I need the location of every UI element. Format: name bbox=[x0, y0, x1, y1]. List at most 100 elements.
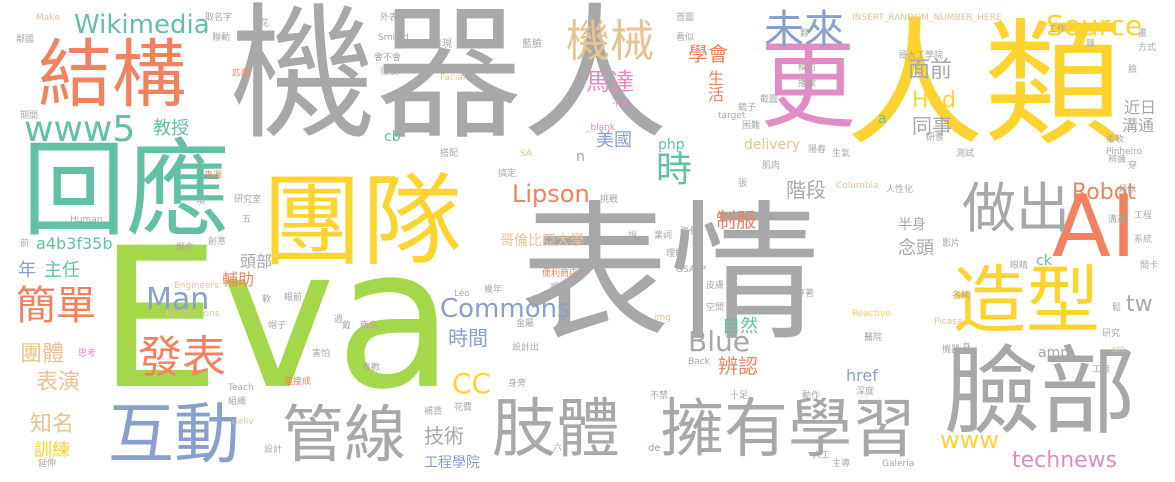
word-meiguo: 美國 bbox=[596, 130, 632, 151]
word-shijian: 時間 bbox=[448, 326, 488, 350]
word-hudong: 互動 bbox=[108, 396, 240, 473]
word-liandong: 聯動 bbox=[212, 33, 231, 43]
word-kongjian: 空間 bbox=[706, 303, 725, 313]
word-niantou: 念頭 bbox=[898, 238, 934, 259]
word-guanxian: 管線 bbox=[282, 398, 407, 471]
word-de: de bbox=[648, 443, 661, 454]
word-jingzi: 鏡子 bbox=[738, 103, 757, 113]
word-mofang: 模仿 bbox=[798, 63, 817, 73]
word-shenghuo: 生活 bbox=[705, 70, 724, 102]
word-chuangyi: 創意 bbox=[208, 237, 227, 247]
word-expressions: Expressions bbox=[166, 309, 220, 319]
word-faxian: 發現 bbox=[432, 39, 452, 50]
word-a: a bbox=[878, 111, 887, 127]
word-geng: 更 bbox=[760, 30, 856, 142]
word-xitong: 系統 bbox=[1134, 235, 1153, 245]
word-qumingzi: 取名字 bbox=[205, 13, 233, 23]
word-qian: 前 bbox=[20, 239, 30, 249]
word-kunnan: 困難 bbox=[742, 121, 761, 131]
word-href: href bbox=[846, 366, 878, 385]
word-zhuren: 主任 bbox=[44, 260, 80, 281]
word-bianshi: 辨識 bbox=[1108, 155, 1127, 165]
word-tuandui: 團隊 bbox=[262, 163, 462, 280]
word-huo: 夥 bbox=[800, 29, 810, 39]
word-maozi: 帽子 bbox=[268, 321, 287, 331]
word-linguo: 鄰國 bbox=[16, 35, 35, 45]
word-robot: Robot bbox=[1072, 180, 1136, 205]
word-yanqian: 眼前 bbox=[284, 293, 303, 303]
word-gainian: 概念 bbox=[176, 243, 195, 253]
word-fangshi: 方式 bbox=[1138, 43, 1157, 53]
word-liu: 六 bbox=[553, 443, 563, 453]
word-hua2: 畫 bbox=[1138, 29, 1148, 39]
word-weilai: 未來 bbox=[764, 7, 844, 53]
word-yongyouxuexi: 擁有學習 bbox=[660, 393, 916, 467]
word-gongcheng: 工程 bbox=[1134, 211, 1153, 221]
word-hod: Hod bbox=[912, 88, 956, 113]
word-xuehui: 學會 bbox=[688, 42, 728, 66]
word-renlei: 人類 bbox=[846, 4, 1123, 165]
word-sa: SA bbox=[520, 149, 533, 159]
word-shenpang: 身旁 bbox=[508, 379, 527, 389]
word-gaoding: 搞定 bbox=[498, 169, 517, 179]
word-facial: Facial bbox=[440, 73, 466, 83]
word-jianka: 間卡 bbox=[1140, 261, 1159, 271]
word-xunlian: 訓練 bbox=[34, 440, 70, 461]
word-www5: www5 bbox=[24, 109, 136, 150]
word-technews: technews bbox=[1012, 448, 1118, 473]
word-dongzuo: 動作 bbox=[802, 391, 821, 401]
word-goutong: 溝通 bbox=[1122, 116, 1155, 135]
word-goutong2: 溝通 bbox=[1108, 215, 1127, 225]
word-amp: amp bbox=[1038, 345, 1070, 361]
word-jiqi: 機器 bbox=[942, 345, 961, 355]
word-www: www bbox=[940, 426, 999, 454]
word-toubu: 頭部 bbox=[240, 252, 273, 271]
word-zhiming: 知名 bbox=[30, 412, 75, 437]
word-yanjing: 眼睛 bbox=[1010, 261, 1029, 271]
word-jieduan: 階段 bbox=[786, 178, 826, 202]
word-yanshen: 延伸 bbox=[38, 459, 57, 469]
word-shangdian: 商店 bbox=[360, 321, 379, 331]
word-lianbu: 臉部 bbox=[944, 336, 1136, 448]
word-yanjiushi: 研究室 bbox=[234, 195, 262, 205]
word-yanfa: 研發 bbox=[926, 133, 945, 143]
word-fabiao: 發表 bbox=[138, 332, 226, 383]
word-ziran: 自然 bbox=[722, 316, 758, 337]
word-shen: 身 bbox=[962, 343, 972, 353]
word-teach: Teach bbox=[228, 383, 254, 393]
word-jixie: 機械 bbox=[566, 16, 654, 67]
word-galeria: Galeria bbox=[882, 459, 915, 469]
word-wikimedia: Wikimedia bbox=[74, 10, 210, 40]
word-tw: tw bbox=[1126, 292, 1153, 317]
word-ck: ck bbox=[1036, 253, 1052, 269]
word-eva: Eva bbox=[98, 206, 455, 432]
word-chuanzhe: 穿著 bbox=[796, 289, 815, 299]
word-n: n bbox=[576, 149, 585, 165]
word-bianlishangdian: 便利商店 bbox=[542, 269, 579, 279]
word-qijian: 期間 bbox=[20, 111, 39, 121]
word-lu: 錄 bbox=[1086, 39, 1096, 49]
word-haipa: 害怕 bbox=[312, 349, 331, 359]
word-mingpai: 名牌 bbox=[952, 291, 971, 301]
word-gedagongxueyuan: 哥大工學院 bbox=[898, 51, 944, 61]
word-php: php bbox=[658, 137, 685, 153]
word-a4b3f35b: a4b3f35b bbox=[36, 234, 113, 253]
word-huibuhui: 會不會 bbox=[374, 53, 402, 63]
word-shizu: 十足 bbox=[730, 391, 749, 401]
word-ceshi: 測試 bbox=[956, 149, 975, 159]
word-shi: 時 bbox=[650, 150, 691, 186]
word-ai: AI bbox=[1052, 177, 1137, 277]
word-buhuo: 補貨 bbox=[424, 407, 443, 417]
word-lipson: Lipson bbox=[512, 180, 590, 208]
word-yiyuan: 醫院 bbox=[864, 333, 883, 343]
word-renxinghua: 人性化 bbox=[886, 185, 914, 195]
word-xiang: 項 bbox=[196, 197, 206, 207]
word-sikao: 思考 bbox=[78, 349, 97, 359]
word-jinri: 近日 bbox=[1124, 98, 1157, 117]
word-engineers: Engineers bbox=[174, 281, 219, 291]
word-lijie: 理解 bbox=[666, 249, 685, 259]
word-banshen: 半身 bbox=[898, 217, 926, 233]
word-shejichu: 設計出 bbox=[512, 343, 540, 353]
word-fuzhu: 輔助 bbox=[222, 270, 255, 289]
